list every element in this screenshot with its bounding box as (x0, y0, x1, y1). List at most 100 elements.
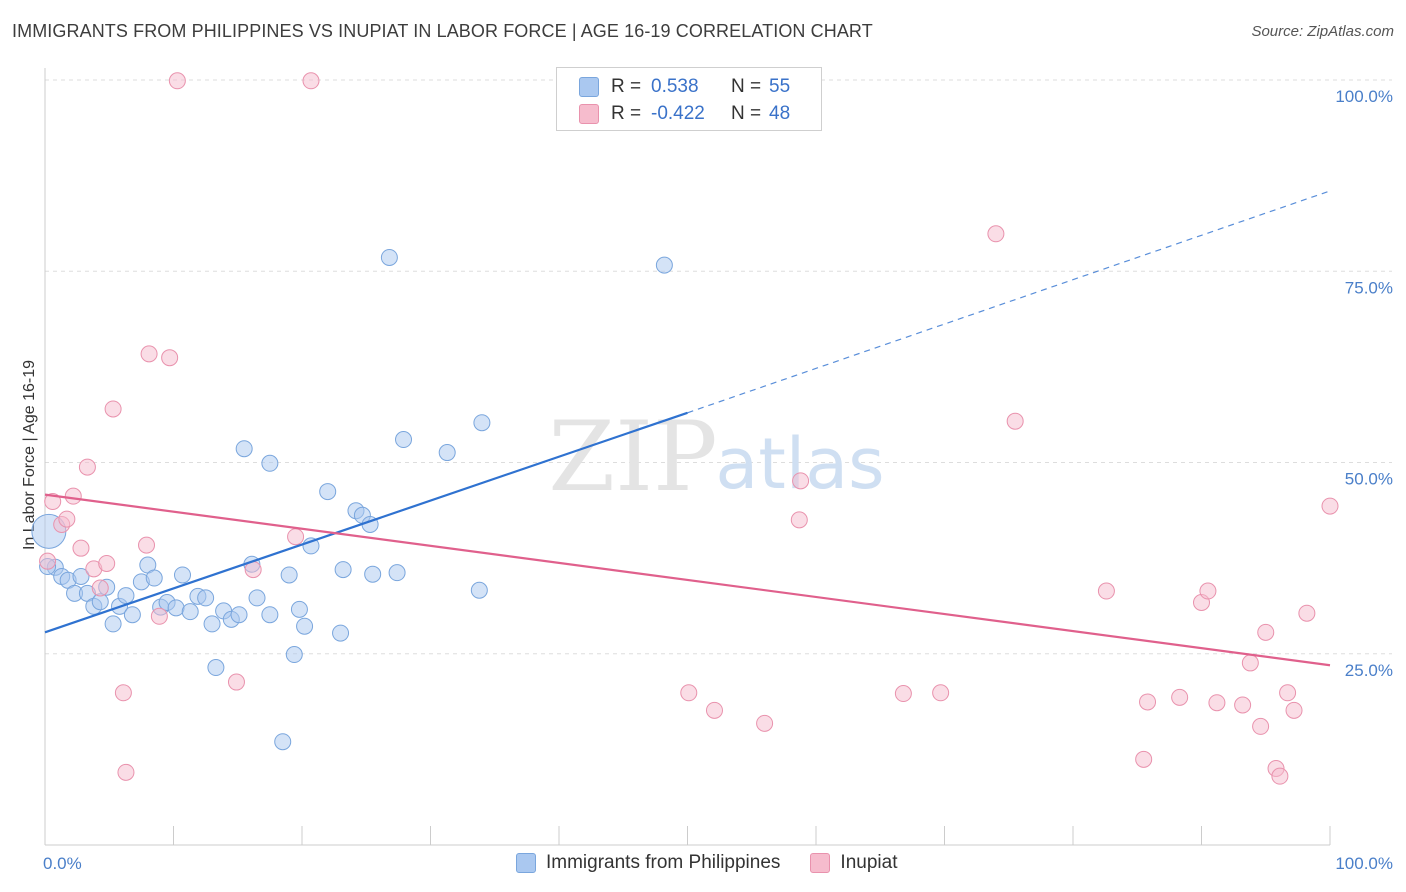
y-tick-label: 25.0% (1345, 661, 1393, 680)
point-philippines (230, 606, 248, 624)
y-tick-label: 100.0% (1335, 87, 1393, 106)
point-inupiat (161, 349, 179, 367)
legend-r-value: 0.538 (651, 76, 699, 97)
legend-row-inupiat: R = -0.422 N = 48 (579, 102, 790, 126)
point-philippines (123, 606, 141, 624)
legend-r-label: R = (611, 76, 642, 97)
legend-r-value: -0.422 (651, 103, 705, 124)
point-philippines (173, 566, 191, 584)
point-inupiat (104, 400, 122, 418)
point-philippines (117, 587, 135, 605)
source-credit: Source: ZipAtlas.com (1251, 23, 1394, 40)
legend-n-value: 48 (769, 103, 791, 124)
point-inupiat (44, 493, 62, 511)
point-philippines (104, 615, 122, 633)
point-philippines (167, 599, 185, 617)
watermark-zip: ZIP (548, 401, 717, 513)
watermark-atlas: atlas (715, 423, 884, 505)
point-inupiat (987, 225, 1005, 243)
point-inupiat (117, 763, 135, 781)
point-philippines (72, 567, 90, 585)
point-philippines (290, 600, 308, 618)
point-inupiat (705, 701, 723, 719)
point-inupiat (140, 345, 158, 363)
point-inupiat (1171, 688, 1189, 706)
trend-line-inupiat (44, 493, 1331, 667)
legend-r-label: R = (611, 103, 642, 124)
point-inupiat (1257, 623, 1275, 641)
point-inupiat (894, 685, 912, 703)
legend-swatch-blue (579, 77, 599, 97)
point-inupiat (78, 458, 96, 476)
point-inupiat (91, 579, 109, 597)
point-inupiat (1208, 694, 1226, 712)
series-legend: Immigrants from Philippines Inupiat (516, 852, 927, 874)
legend-n-value: 55 (769, 76, 791, 97)
point-inupiat (1279, 684, 1297, 702)
point-philippines (235, 440, 253, 458)
point-inupiat (138, 536, 156, 554)
point-inupiat (58, 510, 76, 528)
point-inupiat (168, 72, 186, 90)
point-inupiat (72, 539, 90, 557)
point-inupiat (114, 684, 132, 702)
point-inupiat (1006, 412, 1024, 430)
point-inupiat (64, 487, 82, 505)
axes (44, 68, 1331, 846)
point-philippines (470, 581, 488, 599)
y-tick-label: 75.0% (1345, 278, 1393, 297)
legend-n-label: N = (731, 103, 762, 124)
legend-label-philippines: Immigrants from Philippines (546, 852, 781, 873)
point-philippines (261, 454, 279, 472)
trend-line-philippines-extension (687, 190, 1331, 414)
point-inupiat (150, 607, 168, 625)
point-inupiat (227, 673, 245, 691)
point-inupiat (1241, 654, 1259, 672)
point-inupiat (1321, 497, 1339, 515)
point-philippines (181, 603, 199, 621)
legend-row-philippines: R = 0.538 N = 55 (579, 75, 790, 99)
point-philippines (197, 589, 215, 607)
point-philippines (296, 617, 314, 635)
chart-title: IMMIGRANTS FROM PHILIPPINES VS INUPIAT I… (12, 21, 873, 41)
point-inupiat (302, 72, 320, 90)
point-philippines (207, 659, 225, 677)
point-inupiat (792, 472, 810, 490)
tick-labels: 25.0% 50.0% 75.0% 100.0% 0.0% 100.0% (43, 87, 1393, 873)
point-inupiat (1252, 717, 1270, 735)
point-inupiat (680, 684, 698, 702)
point-philippines (388, 564, 406, 582)
point-philippines (285, 646, 303, 664)
point-inupiat (1199, 582, 1217, 600)
point-inupiat (1135, 750, 1153, 768)
point-inupiat (1298, 604, 1316, 622)
x-tick-label: 100.0% (1335, 854, 1393, 873)
point-inupiat (39, 552, 57, 570)
point-philippines (473, 414, 491, 432)
point-philippines (280, 566, 298, 584)
point-inupiat (1234, 696, 1252, 714)
point-inupiat (1285, 701, 1303, 719)
legend-item-inupiat: Inupiat (810, 852, 897, 874)
point-inupiat (1271, 767, 1289, 785)
x-tick-label: 0.0% (43, 854, 82, 873)
point-inupiat (1139, 693, 1157, 711)
legend-label-inupiat: Inupiat (840, 852, 898, 873)
point-philippines (364, 565, 382, 583)
y-tick-label: 50.0% (1345, 470, 1393, 489)
legend-swatch-pink (810, 853, 831, 873)
point-philippines (332, 624, 350, 642)
point-philippines (203, 615, 221, 633)
legend-n-label: N = (731, 76, 762, 97)
point-philippines (248, 589, 266, 607)
point-inupiat (98, 554, 116, 572)
point-philippines (319, 483, 337, 501)
correlation-legend: R = 0.538 N = 55 R = -0.422 N = 48 (556, 67, 822, 131)
point-philippines (145, 569, 163, 587)
point-inupiat (756, 714, 774, 732)
legend-swatch-blue (516, 853, 536, 873)
point-inupiat (932, 684, 950, 702)
point-philippines (261, 606, 279, 624)
legend-item-philippines: Immigrants from Philippines (516, 852, 780, 874)
